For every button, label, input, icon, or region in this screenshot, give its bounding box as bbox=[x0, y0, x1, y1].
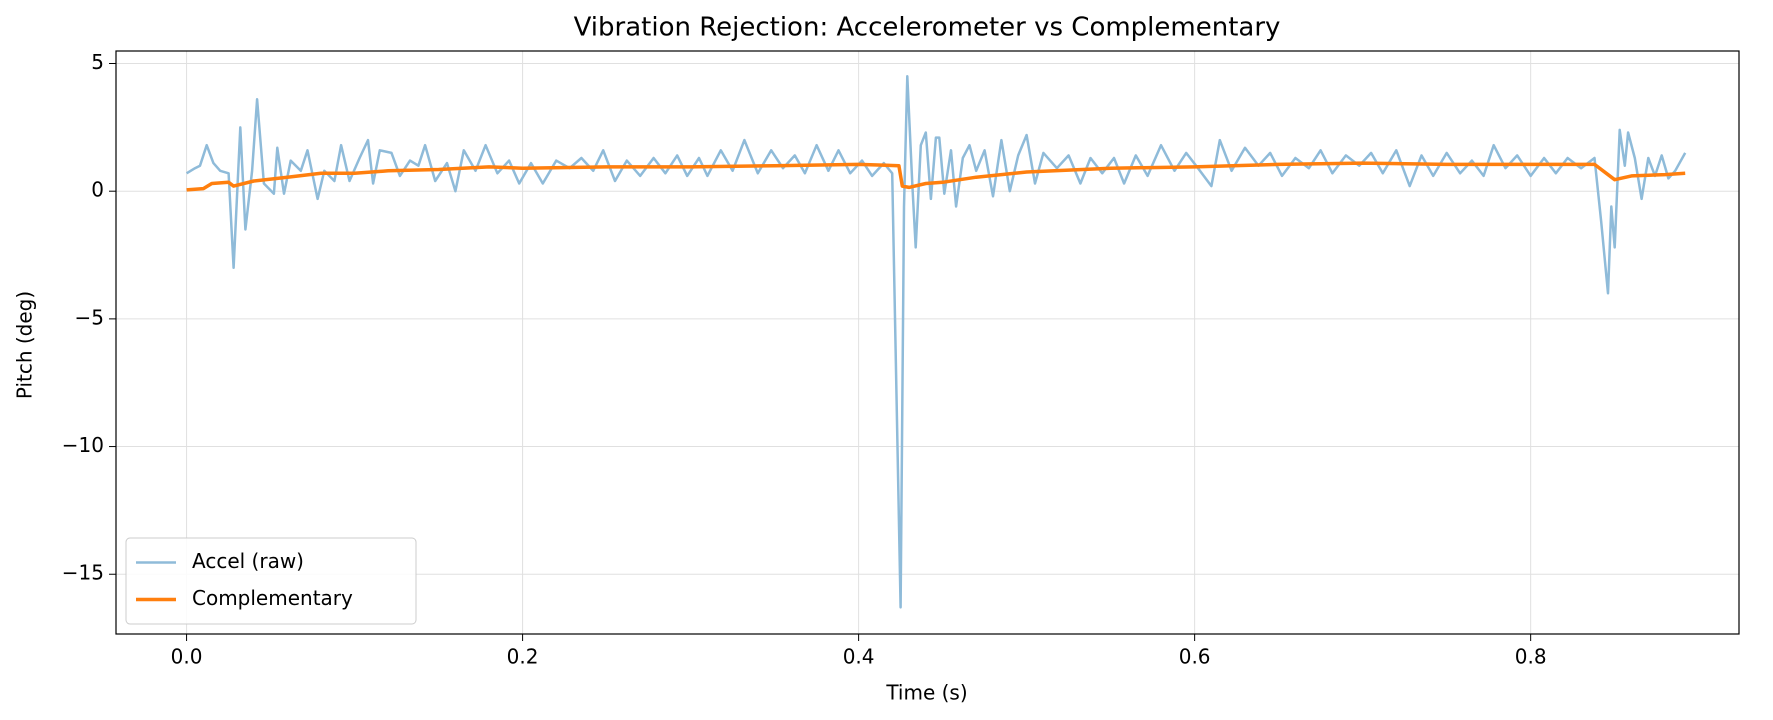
y-tick-label: 5 bbox=[91, 50, 104, 74]
x-tick-label: 0.6 bbox=[1179, 645, 1211, 669]
y-tick-label: −5 bbox=[75, 305, 104, 329]
y-tick-label: −10 bbox=[62, 433, 104, 457]
legend-label: Accel (raw) bbox=[192, 549, 304, 573]
legend-box bbox=[125, 537, 417, 625]
legend-label: Complementary bbox=[192, 586, 353, 610]
x-tick-label: 0.4 bbox=[843, 645, 875, 669]
x-tick-label: 0.2 bbox=[507, 645, 539, 669]
y-axis-label: Pitch (deg) bbox=[13, 291, 37, 399]
plot-frame bbox=[115, 50, 1740, 635]
x-axis-label: Time (s) bbox=[885, 681, 967, 705]
y-tick-label: −15 bbox=[62, 561, 104, 585]
x-tick-label: 0.8 bbox=[1515, 645, 1547, 669]
x-tick-label: 0.0 bbox=[171, 645, 203, 669]
chart-title: Vibration Rejection: Accelerometer vs Co… bbox=[574, 13, 1281, 43]
y-tick-label: 0 bbox=[91, 178, 104, 202]
line-series bbox=[185, 75, 1687, 609]
line-series bbox=[186, 161, 1686, 192]
